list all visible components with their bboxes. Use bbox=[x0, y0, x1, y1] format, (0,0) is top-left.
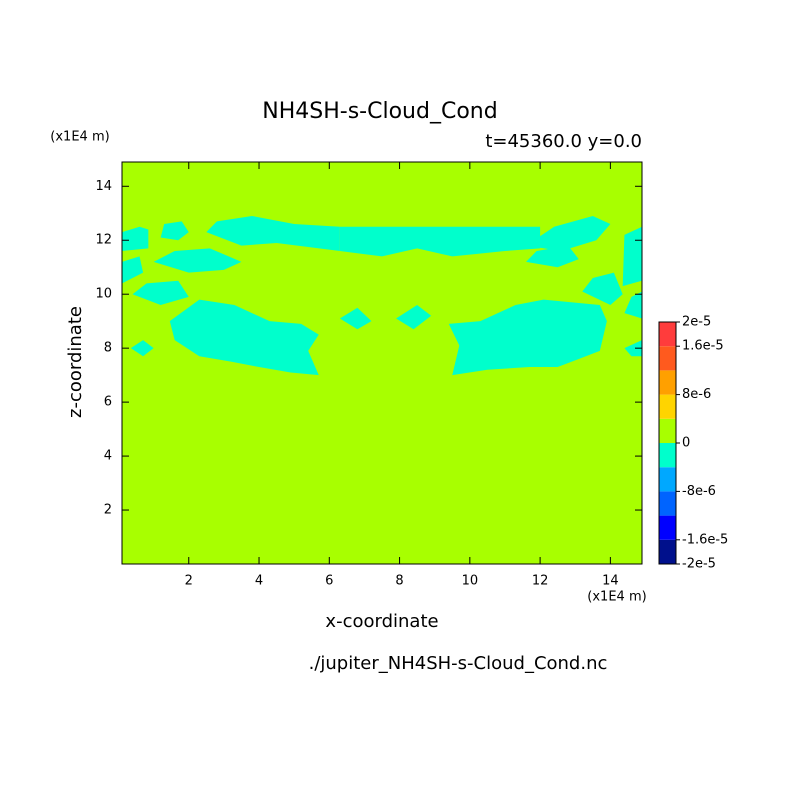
colorbar-segment bbox=[659, 370, 676, 395]
colorbar-label: -2e-5 bbox=[682, 557, 716, 572]
colorbar-segment bbox=[659, 418, 676, 443]
y-tick-label: 12 bbox=[95, 233, 112, 248]
y-tick-label: 2 bbox=[104, 503, 112, 518]
x-unit: (x1E4 m) bbox=[587, 590, 646, 605]
y-tick-label: 6 bbox=[104, 395, 112, 410]
colorbar-segment bbox=[659, 467, 676, 492]
subtitle: t=45360.0 y=0.0 bbox=[485, 131, 642, 152]
colorbar-segment bbox=[659, 515, 676, 540]
x-tick-label: 2 bbox=[185, 574, 193, 589]
contour-region bbox=[122, 226, 149, 252]
y-tick-label: 4 bbox=[104, 449, 112, 464]
colorbar-segment bbox=[659, 346, 676, 371]
x-tick-label: 4 bbox=[255, 574, 263, 589]
contour-region bbox=[339, 226, 541, 257]
colorbar-segment bbox=[659, 491, 676, 516]
contour-region bbox=[624, 291, 642, 319]
x-tick-label: 10 bbox=[462, 574, 479, 589]
plot-frame bbox=[121, 161, 643, 565]
x-axis-label: x-coordinate bbox=[325, 611, 438, 632]
source-file: ./jupiter_NH4SH-s-Cloud_Cond.nc bbox=[309, 653, 608, 674]
contour-region bbox=[448, 299, 607, 376]
colorbar-segment bbox=[659, 322, 676, 347]
colorbar-label: 8e-6 bbox=[682, 387, 711, 402]
colorbar-label: 1.6e-5 bbox=[682, 339, 724, 354]
contour-region bbox=[526, 245, 579, 268]
x-tick-label: 6 bbox=[325, 574, 333, 589]
y-tick-label: 8 bbox=[104, 341, 112, 356]
y-tick-label: 14 bbox=[95, 179, 112, 194]
contour-region bbox=[160, 221, 189, 241]
y-axis-label: z-coordinate bbox=[65, 306, 86, 418]
contour-region bbox=[206, 215, 340, 252]
x-tick-label: 8 bbox=[395, 574, 403, 589]
contour-region bbox=[622, 226, 642, 287]
contour-region bbox=[624, 340, 642, 357]
contour-region bbox=[396, 304, 432, 330]
contour-region bbox=[132, 280, 189, 305]
x-tick-label: 14 bbox=[602, 574, 619, 589]
contour-region bbox=[526, 215, 611, 252]
contour-region bbox=[130, 340, 154, 357]
colorbar-label: 0 bbox=[682, 436, 690, 451]
colorbar-segment bbox=[659, 539, 676, 564]
contour-region bbox=[582, 272, 623, 305]
contour-region bbox=[339, 307, 372, 330]
contour-region bbox=[153, 248, 242, 273]
colorbar-segment bbox=[659, 394, 676, 419]
y-tick-label: 10 bbox=[95, 287, 112, 302]
colorbar-label: 2e-5 bbox=[682, 315, 711, 330]
contour-region bbox=[169, 299, 319, 376]
chart-title: NH4SH-s-Cloud_Cond bbox=[262, 99, 497, 124]
colorbar-label: -8e-6 bbox=[682, 484, 716, 499]
colorbar-segment bbox=[659, 443, 676, 468]
colorbar-label: -1.6e-5 bbox=[682, 532, 728, 547]
y-unit: (x1E4 m) bbox=[50, 130, 109, 145]
x-tick-label: 12 bbox=[532, 574, 549, 589]
contour-region bbox=[122, 256, 144, 284]
